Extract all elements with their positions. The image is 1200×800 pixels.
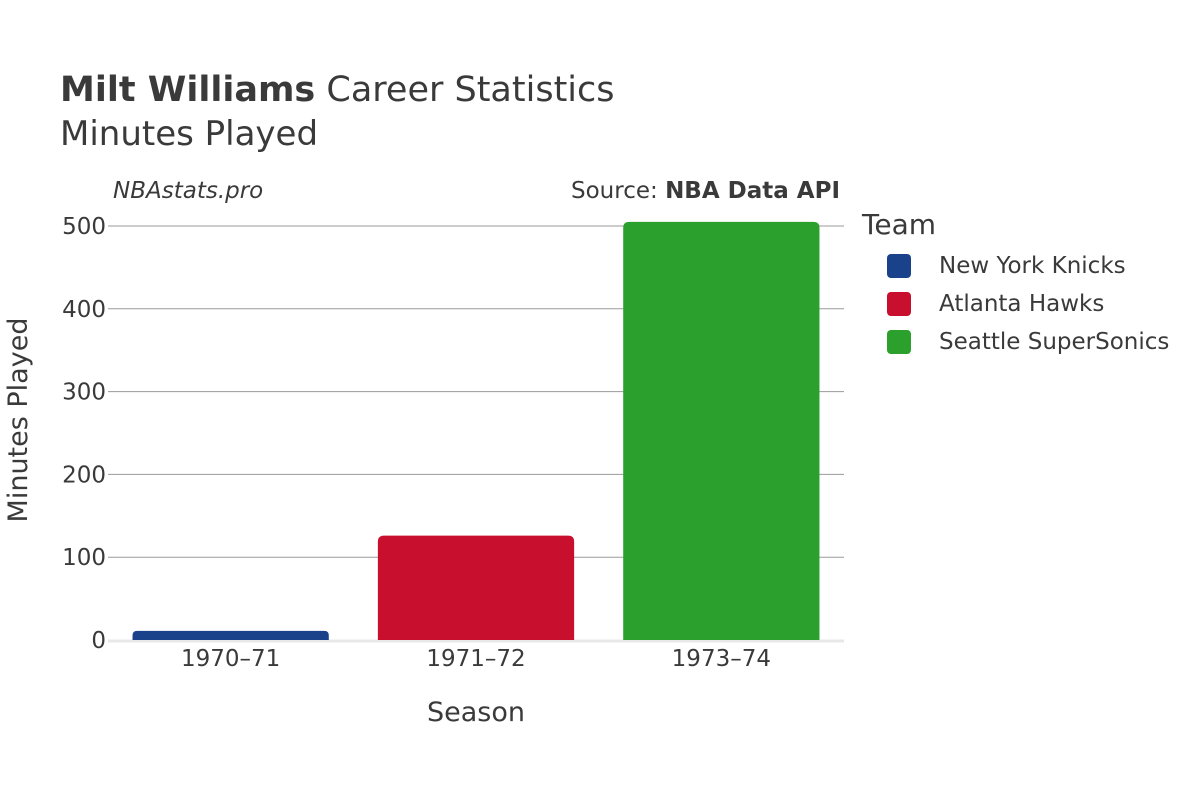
legend-swatch <box>887 292 911 316</box>
y-tick-label: 300 <box>62 380 106 406</box>
site-credit: NBAstats.pro <box>113 178 264 204</box>
y-tick-label: 100 <box>62 545 106 571</box>
title-suffix: Career Statistics <box>326 70 615 110</box>
bar[interactable] <box>132 630 329 640</box>
legend-swatch <box>887 254 911 278</box>
legend-title: Team <box>862 208 937 241</box>
x-tick-labels: 1970–71 1971–72 1973–74 <box>181 646 771 672</box>
bars <box>132 221 820 641</box>
source-credit: Source: NBA Data API <box>571 178 840 204</box>
chart-title: Milt Williams Career Statistics <box>60 68 615 112</box>
chart-subtitle: Minutes Played <box>60 114 319 154</box>
bar[interactable] <box>623 221 820 641</box>
legend-label: Atlanta Hawks <box>939 291 1105 317</box>
player-name: Milt Williams <box>60 70 316 110</box>
legend-item[interactable]: Seattle SuperSonics <box>862 323 1169 361</box>
legend-item[interactable]: Atlanta Hawks <box>862 285 1169 323</box>
y-axis-label: Minutes Played <box>3 318 34 523</box>
x-tick-label: 1973–74 <box>672 646 771 672</box>
legend: Team New York Knicks Atlanta Hawks Seatt… <box>862 208 1169 361</box>
legend-label: New York Knicks <box>939 253 1126 279</box>
y-tick-label: 0 <box>91 628 106 654</box>
y-tick-label: 500 <box>62 214 106 240</box>
legend-label: Seattle SuperSonics <box>939 329 1170 355</box>
bar[interactable] <box>377 535 575 640</box>
x-tick-label: 1970–71 <box>181 646 280 672</box>
chart-title-block: Milt Williams Career Statistics Minutes … <box>60 68 615 156</box>
legend-item[interactable]: New York Knicks <box>862 247 1169 285</box>
source-name: NBA Data API <box>665 178 840 204</box>
x-tick-label: 1971–72 <box>426 646 525 672</box>
x-axis-label: Season <box>427 697 525 728</box>
y-tick-labels: 0 100 200 300 400 500 <box>62 214 106 654</box>
y-tick-label: 400 <box>62 297 106 323</box>
y-tick-label: 200 <box>62 462 106 488</box>
legend-swatch <box>887 330 911 354</box>
source-prefix: Source: <box>571 178 666 204</box>
